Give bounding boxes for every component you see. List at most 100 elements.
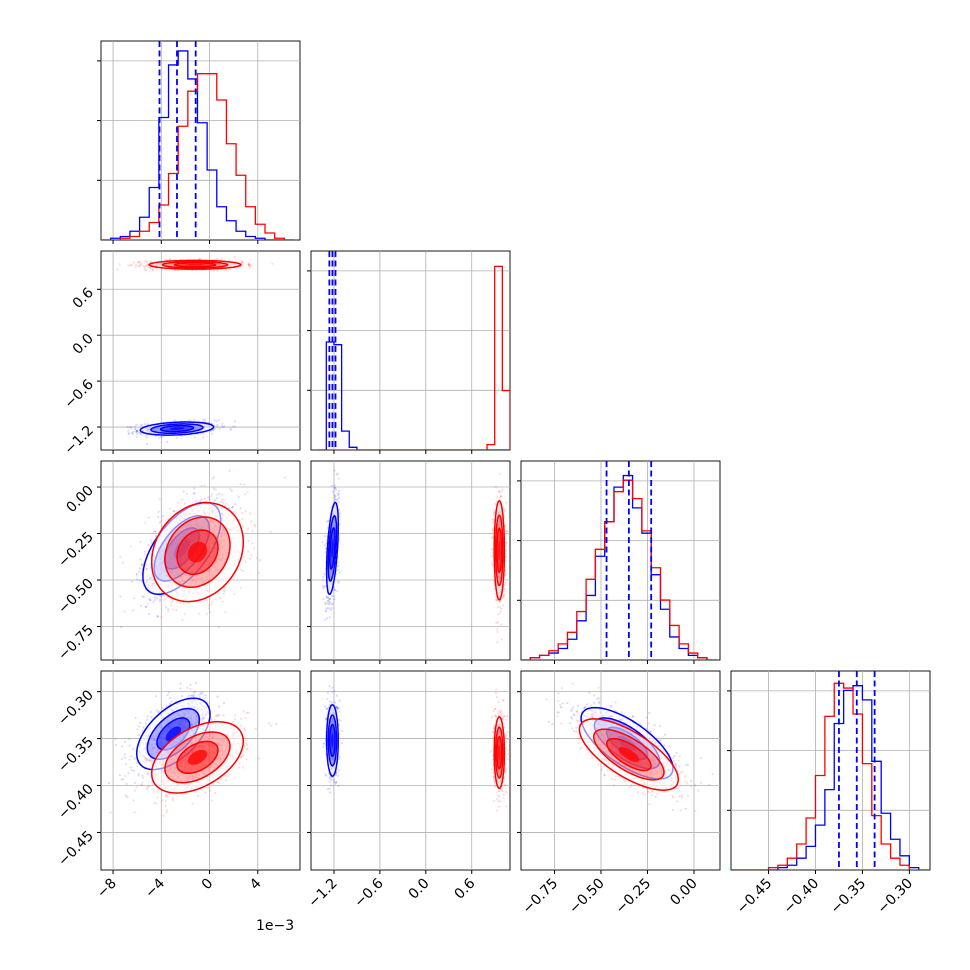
scatter-point (160, 525, 163, 528)
scatter-point (186, 686, 189, 689)
scatter-point (330, 506, 333, 509)
scatter-point (144, 264, 147, 267)
scatter-point (245, 758, 248, 761)
scatter-point (226, 774, 229, 778)
y-tick-label: 0.0 (70, 331, 97, 358)
scatter-point (334, 494, 337, 497)
panel-frame (310, 250, 511, 451)
scatter-point (204, 694, 207, 697)
scatter-point (218, 492, 221, 495)
scatter-point (219, 597, 222, 600)
scatter-point (152, 737, 155, 740)
scatter-point (144, 423, 147, 426)
histogram-panel-0 (97, 40, 301, 244)
scatter-point (146, 772, 150, 776)
scatter-point (141, 595, 144, 598)
scatter-point (142, 264, 145, 267)
scatter-point (202, 718, 205, 721)
scatter-point (244, 509, 247, 513)
scatter-point (146, 787, 149, 790)
scatter-point (218, 713, 221, 716)
scatter-point (185, 492, 188, 495)
contour-blue (139, 421, 215, 436)
scatter-point (220, 500, 223, 503)
scatter-point (151, 749, 154, 752)
scatter-point (131, 580, 134, 583)
scatter-point (154, 751, 157, 754)
scatter-point (337, 580, 340, 583)
scatter-point (128, 758, 131, 761)
scatter-point (240, 260, 243, 263)
scatter-point (194, 690, 197, 693)
scatter-point (245, 711, 248, 714)
scatter-point (220, 257, 223, 260)
scatter-point (131, 432, 134, 435)
scatter-point (332, 490, 335, 493)
scatter-point (218, 705, 221, 708)
scatter-point (109, 811, 112, 814)
scatter-point (245, 743, 249, 747)
scatter-point (98, 429, 100, 431)
scatter-point (147, 785, 150, 788)
scatter-point (128, 737, 131, 741)
scatter-point (153, 746, 156, 750)
scatter-point (215, 420, 218, 423)
scatter-point (325, 542, 328, 545)
scatter-point (239, 483, 242, 486)
panel-frame (310, 460, 511, 661)
scatter-point (242, 710, 245, 713)
panel-frame (100, 250, 301, 451)
scatter-point (145, 554, 148, 557)
scatter-point (144, 260, 147, 263)
contour-red (150, 720, 245, 794)
scatter-point (144, 521, 147, 524)
x-tick-label: −0.45 (734, 876, 776, 918)
scatter-point (135, 430, 139, 433)
y-tick-label: −0.30 (55, 687, 97, 729)
scatter-point (216, 423, 219, 427)
scatter-point (152, 530, 155, 533)
scatter-point (222, 702, 225, 705)
scatter-point (144, 722, 147, 725)
scatter-point (138, 570, 141, 574)
scatter-point (230, 489, 233, 492)
scatter-point (148, 613, 151, 616)
scatter-point (221, 493, 224, 496)
scatter-point (135, 572, 138, 576)
scatter-point (158, 521, 161, 524)
scatter-point (146, 785, 149, 789)
scatter-point (242, 264, 245, 267)
histogram-panel-2 (517, 460, 721, 664)
scatter-point (146, 758, 149, 762)
scatter-point (245, 742, 248, 745)
scatter-point (149, 760, 152, 763)
scatter-point (134, 428, 137, 431)
scatter-point (170, 700, 173, 703)
scatter-point (139, 263, 142, 266)
scatter-point (139, 264, 142, 268)
contour-red (173, 262, 217, 268)
scatter-point (243, 727, 246, 730)
scatter-point (192, 694, 196, 697)
scatter-point (150, 716, 153, 719)
scatter-point (129, 545, 132, 548)
scatter-point (241, 261, 244, 264)
scatter-point (203, 697, 206, 700)
scatter-point (154, 534, 157, 538)
scatter-point (157, 515, 160, 519)
scatter-point (193, 418, 196, 421)
scatter-panel-0-1: −1.2−0.60.00.6 (61, 250, 301, 458)
scatter-point (323, 544, 326, 547)
scatter-point (214, 598, 217, 601)
scatter-point (167, 610, 170, 613)
scatter-point (210, 603, 213, 606)
density-series (107, 671, 278, 817)
panel-frame (100, 40, 301, 241)
scatter-point (191, 802, 194, 805)
histogram-red (318, 265, 510, 450)
y-tick-label: −0.50 (55, 576, 97, 618)
scatter-point (197, 719, 200, 722)
scatter-point (338, 512, 342, 515)
scatter-point (233, 255, 236, 258)
scatter-point (139, 433, 142, 436)
